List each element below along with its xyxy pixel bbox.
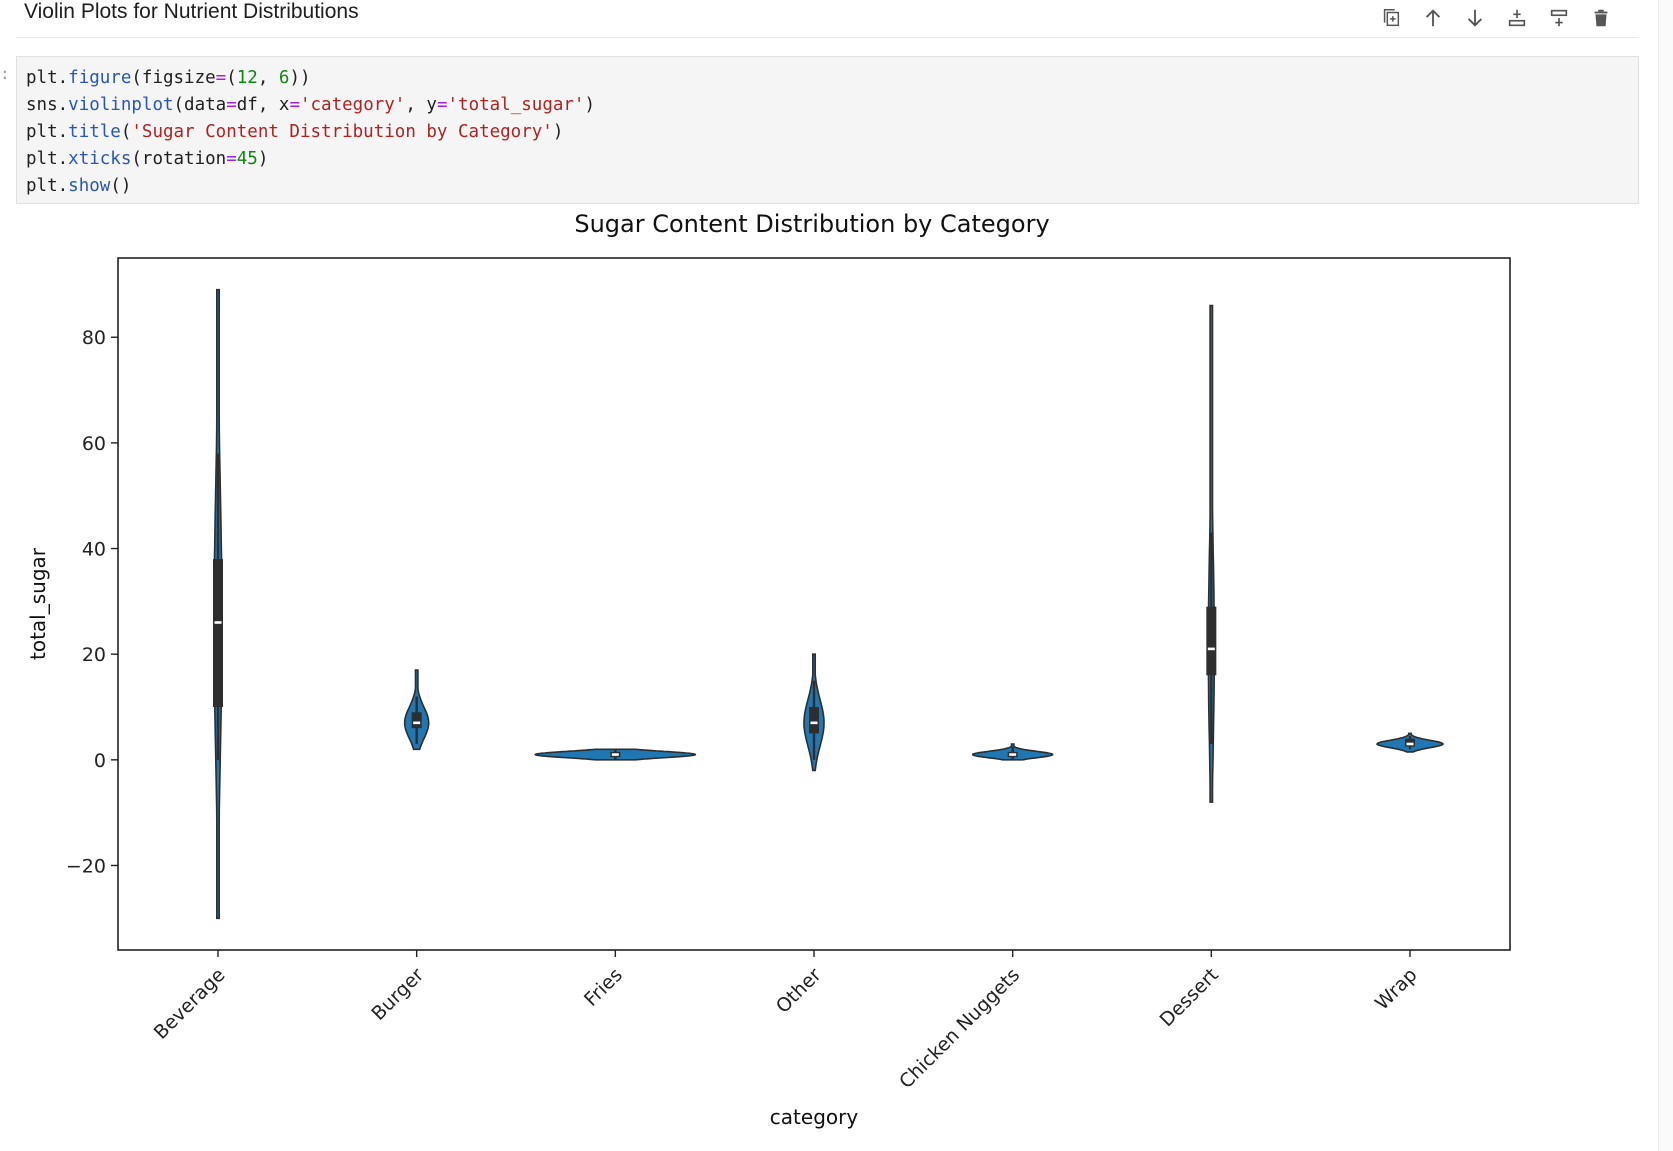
- y-tick-label: 0: [94, 750, 106, 772]
- violin-median: [611, 753, 619, 756]
- move-up-button[interactable]: [1419, 4, 1447, 32]
- code-editor[interactable]: plt.figure(figsize=(12, 6)) sns.violinpl…: [17, 57, 1638, 208]
- arrow-up-icon: [1425, 9, 1441, 27]
- violin-iqr-box: [411, 712, 422, 729]
- violins-layer: [213, 288, 1444, 920]
- code-line-1: plt.figure(figsize=(12, 6)): [26, 68, 311, 88]
- code-line-2: sns.violinplot(data=df, x='category', y=…: [26, 95, 596, 115]
- cell-toolbar: [1377, 4, 1615, 32]
- violin-median: [1207, 647, 1215, 651]
- violin-iqr-box: [809, 707, 819, 734]
- code-cell[interactable]: plt.figure(figsize=(12, 6)) sns.violinpl…: [16, 56, 1639, 204]
- x-tick-label: Wrap: [1371, 964, 1422, 1015]
- violin-chart: Sugar Content Distribution by Category −…: [26, 212, 1511, 1129]
- trash-icon: [1594, 9, 1608, 27]
- x-axis-label: category: [770, 1105, 859, 1129]
- violin-median: [810, 721, 818, 725]
- copy-cell-icon: [1383, 9, 1400, 27]
- violin-iqr-box: [213, 559, 223, 708]
- violin-median: [1406, 742, 1414, 746]
- insert-below-button[interactable]: [1545, 4, 1573, 32]
- code-line-5: plt.show(): [26, 176, 132, 196]
- y-tick-label: 60: [82, 433, 106, 455]
- violin-iqr-box: [1206, 606, 1217, 676]
- code-line-4: plt.xticks(rotation=45): [26, 149, 269, 169]
- violin-median: [214, 621, 222, 624]
- x-tick-label: Other: [772, 964, 826, 1018]
- y-tick-label: 40: [82, 539, 106, 561]
- vertical-scrollbar[interactable]: [1658, 0, 1673, 1151]
- x-tick-label: Dessert: [1156, 964, 1223, 1031]
- section-heading: Violin Plots for Nutrient Distributions: [24, 0, 359, 23]
- y-tick-label: 20: [82, 644, 106, 666]
- x-tick-label: Chicken Nuggets: [895, 964, 1024, 1093]
- insert-below-icon: [1550, 9, 1568, 27]
- insert-above-icon: [1508, 9, 1526, 27]
- violin-median: [413, 721, 421, 725]
- violin-iqr-box: [1405, 738, 1415, 747]
- copy-cell-button[interactable]: [1377, 4, 1405, 32]
- chart-title: Sugar Content Distribution by Category: [574, 212, 1049, 238]
- y-axis: −20 0 20 40 60 80: [66, 327, 118, 877]
- cell-prompt: :: [0, 64, 10, 83]
- arrow-down-icon: [1467, 9, 1483, 27]
- y-axis-label: total_sugar: [26, 547, 50, 660]
- x-tick-label: Beverage: [150, 964, 230, 1044]
- x-tick-label: Burger: [367, 964, 428, 1025]
- insert-above-button[interactable]: [1503, 4, 1531, 32]
- move-down-button[interactable]: [1461, 4, 1489, 32]
- y-tick-label: −20: [66, 855, 106, 877]
- y-tick-label: 80: [82, 327, 106, 349]
- x-axis: Beverage Burger Fries Other Chicken Nuggets D…: [150, 950, 1422, 1093]
- markdown-cell[interactable]: Violin Plots for Nutrient Distributions: [16, 0, 1639, 38]
- delete-cell-button[interactable]: [1587, 4, 1615, 32]
- code-line-3: plt.title('Sugar Content Distribution by…: [26, 122, 564, 142]
- violin-median: [1009, 753, 1017, 756]
- x-tick-label: Fries: [580, 964, 627, 1011]
- plot-area: [117, 257, 1511, 951]
